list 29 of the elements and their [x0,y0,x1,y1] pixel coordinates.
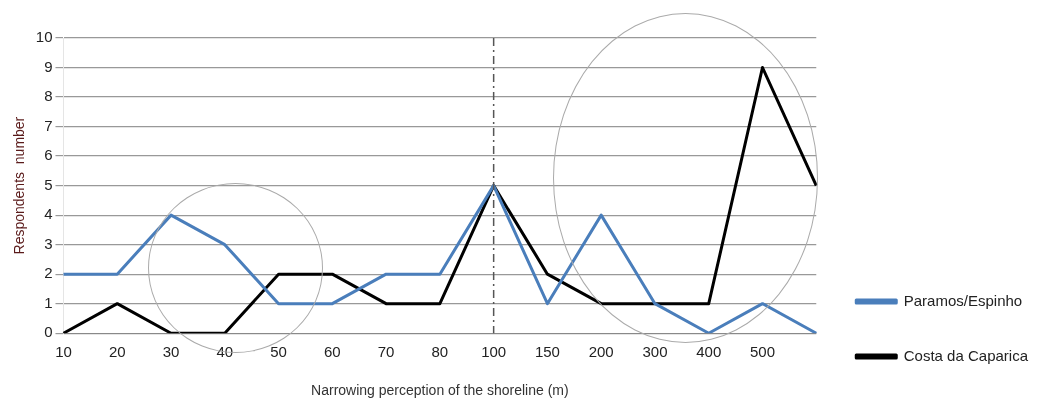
legend-label: Paramos/Espinho [903,291,1023,309]
y-tick-label: 6 [44,146,53,164]
x-tick-label: 30 [162,343,180,361]
x-tick-label: 300 [642,343,668,361]
y-axis-title: Respondents number [11,116,28,255]
x-tick-label: 400 [696,343,722,361]
legend-label: Costa da Caparica [903,346,1029,364]
x-tick-label: 60 [323,343,341,361]
x-tick-label: 70 [377,343,395,361]
y-tick-label: 3 [44,234,53,252]
x-tick-label: 200 [588,343,614,361]
x-tick-label: 40 [216,343,234,361]
y-tick-label: 2 [44,264,53,282]
y-tick-label: 7 [44,116,53,134]
y-tick-label: 1 [44,293,53,311]
x-tick-label: 100 [481,343,507,361]
y-tick-label: 10 [35,28,53,46]
y-tick-label: 9 [44,57,53,75]
y-tick-label: 4 [44,205,53,223]
y-tick-label: 5 [44,175,53,193]
x-tick-label: 50 [270,343,287,361]
x-tick-label: 20 [108,343,126,361]
x-tick-label: 80 [431,343,449,361]
x-axis-title: Narrowing perception of the shoreline (m) [311,382,569,399]
x-tick-label: 10 [55,343,72,361]
y-tick-label: 8 [44,87,53,105]
x-tick-label: 500 [749,343,776,361]
x-tick-label: 150 [534,343,560,361]
y-tick-label: 0 [44,323,53,341]
